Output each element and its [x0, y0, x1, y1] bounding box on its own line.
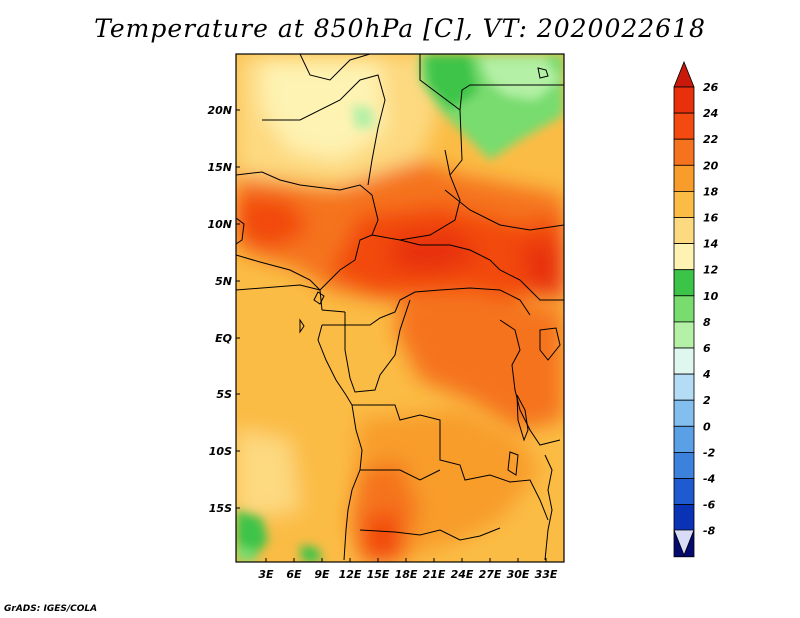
credit-text: GrADS: IGES/COLA [4, 604, 98, 614]
lon-label: 18E [395, 568, 418, 581]
colorbar-label: 2 [703, 394, 711, 407]
colorbar-label: 14 [703, 238, 718, 251]
lat-label: 15S [209, 502, 232, 515]
colorbar-swatch [673, 478, 695, 506]
colorbar-label: 10 [703, 290, 719, 303]
longitude-axis: 3E 6E 9E 12E 15E 18E 21E 24E 27E 30E 33E [258, 558, 558, 581]
colorbar-label: 24 [703, 107, 718, 120]
lon-label: 33E [535, 568, 558, 581]
colorbar-label: -6 [703, 499, 716, 512]
latitude-axis: 20N 15N 10N 5N EQ 5S 10S 15S [207, 104, 240, 515]
colorbar-label: 22 [703, 133, 719, 146]
colorbar-label: 4 [702, 368, 711, 381]
colorbar-swatch [673, 451, 695, 479]
colorbar-label: 12 [703, 264, 719, 277]
lon-label: 15E [367, 568, 390, 581]
colorbar-label: -8 [703, 525, 716, 538]
colorbar-label: 26 [703, 81, 719, 94]
colorbar-label: 20 [703, 159, 719, 172]
lon-label: 21E [423, 568, 446, 581]
colorbar-swatch [673, 243, 695, 271]
colorbar-swatch [673, 373, 695, 401]
colorbar-swatch [673, 425, 695, 453]
lon-label: 9E [314, 568, 330, 581]
colorbar-swatch [673, 269, 695, 297]
lat-label: 10N [207, 218, 232, 231]
lon-label: 27E [479, 568, 502, 581]
colorbar-under-triangle [673, 529, 695, 557]
lat-label: 5N [215, 275, 232, 288]
colorbar-label: -4 [703, 473, 715, 486]
colorbar-label: -2 [703, 446, 716, 459]
colorbar-swatch [673, 321, 695, 349]
lat-label: 10S [209, 445, 232, 458]
colorbar-swatch [673, 190, 695, 218]
lon-label: 12E [339, 568, 362, 581]
colorbar-swatch [673, 217, 695, 245]
lat-label: EQ [215, 332, 232, 345]
colorbar-label: 16 [703, 212, 719, 225]
colorbar-label: 0 [703, 420, 711, 433]
colorbar-label: 18 [703, 185, 719, 198]
colorbar-over-triangle [673, 60, 695, 88]
lon-label: 3E [258, 568, 274, 581]
colorbar-label: 8 [703, 316, 711, 329]
colorbar-swatch [673, 295, 695, 323]
lat-label: 20N [207, 104, 232, 117]
colorbar-swatch [673, 347, 695, 375]
lat-label: 5S [216, 388, 232, 401]
colorbar-swatch [673, 112, 695, 140]
colorbar-swatch [673, 138, 695, 166]
colorbar-swatch [673, 164, 695, 192]
colorbar-swatch [673, 399, 695, 427]
temperature-field [236, 54, 564, 562]
map-frame [235, 53, 565, 563]
lat-label: 15N [207, 161, 232, 174]
colorbar-swatch [673, 504, 695, 532]
lon-label: 6E [286, 568, 302, 581]
lon-label: 24E [451, 568, 474, 581]
map-title: Temperature at 850hPa [C], VT: 202002261… [94, 14, 706, 43]
colorbar-swatch [673, 86, 695, 114]
lon-label: 30E [507, 568, 530, 581]
country-borders [236, 54, 564, 561]
colorbar-label: 6 [703, 342, 711, 355]
